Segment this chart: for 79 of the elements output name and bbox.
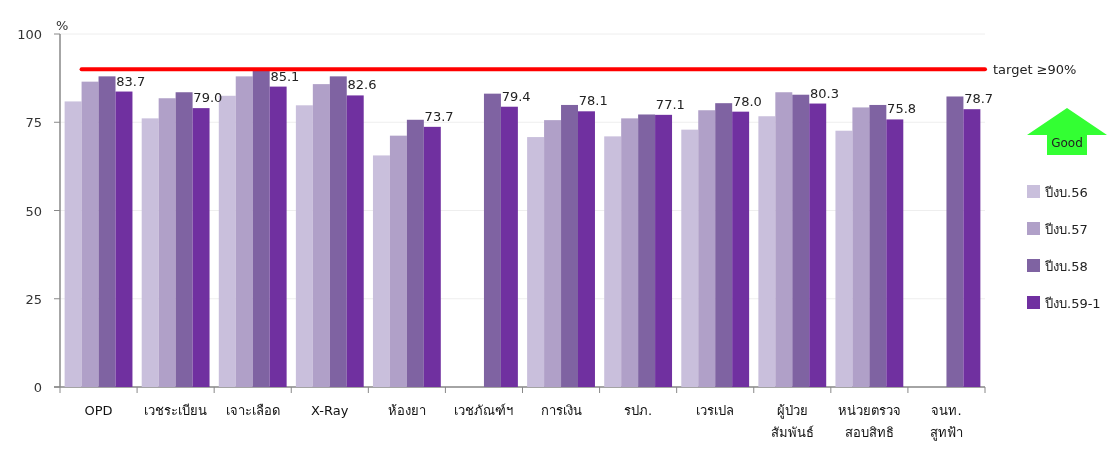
bar [561, 104, 578, 387]
data-label: 75.8 [887, 101, 917, 117]
bar [775, 92, 793, 387]
legend-label: ปีงบ.58 [1044, 259, 1088, 274]
y-tick-label: 75 [25, 115, 42, 131]
bar [64, 101, 82, 387]
y-axis-title: % [56, 18, 69, 33]
data-label: 80.3 [810, 85, 839, 101]
bar [544, 120, 562, 387]
bar [175, 92, 193, 387]
y-tick-label: 0 [33, 380, 42, 395]
x-tick-label: หน่วยตรวจ สอบสิทธิ [837, 403, 901, 440]
bar [869, 104, 887, 387]
bar [946, 96, 964, 387]
bar [758, 116, 776, 387]
bar [141, 118, 159, 387]
data-label: 79.4 [501, 88, 531, 104]
x-tick-label: เวชภัณฑ์ฯ [454, 403, 514, 418]
y-tick-label: 50 [25, 203, 42, 219]
data-label: 77.1 [655, 96, 685, 112]
bar [312, 84, 330, 387]
bar [346, 95, 364, 387]
bar [715, 103, 733, 387]
y-tick-label: 25 [25, 291, 42, 307]
data-label: 78.0 [732, 93, 762, 109]
bar [604, 136, 622, 387]
data-label: 78.7 [964, 91, 994, 107]
bar [295, 105, 313, 387]
legend-label: ปีงบ.56 [1044, 185, 1088, 200]
bar [235, 76, 253, 387]
x-tick-label: เวรเปล [696, 403, 735, 418]
legend-label: ปีงบ.59-1 [1044, 296, 1101, 311]
data-label: 79.0 [193, 90, 223, 106]
y-tick-label: 100 [17, 27, 42, 42]
bar [732, 111, 750, 387]
x-tick-label: OPD [84, 403, 113, 418]
data-label: 85.1 [270, 68, 300, 84]
bar [406, 119, 424, 387]
bar [192, 108, 210, 387]
bar [252, 68, 270, 387]
bar [681, 129, 699, 387]
bar [698, 110, 716, 387]
bar [98, 76, 116, 387]
bar [372, 155, 390, 387]
bar [423, 126, 441, 387]
bar [578, 111, 595, 387]
x-tick-label: ห้องยา [387, 403, 426, 418]
bar [158, 98, 176, 387]
bar [852, 107, 870, 387]
bar [638, 114, 656, 387]
bar [115, 91, 133, 387]
data-label: 78.1 [578, 93, 608, 109]
bar [389, 135, 407, 387]
x-tick-label: X-Ray [311, 403, 349, 418]
x-tick-label: เวชระเบียน [144, 403, 208, 418]
bar [329, 76, 347, 387]
bar [621, 118, 639, 387]
bar [269, 86, 287, 387]
x-tick-label: การเงิน [540, 403, 582, 418]
x-tick-label: เจาะเลือด [225, 403, 280, 418]
bar [527, 137, 545, 387]
x-tick-label: รปภ. [624, 403, 653, 418]
text: Good [1051, 136, 1083, 150]
data-label: 82.6 [347, 77, 377, 93]
bar [81, 81, 99, 387]
data-label: 73.7 [424, 108, 454, 124]
bar [809, 103, 827, 387]
bar [483, 93, 501, 387]
bar [963, 109, 981, 387]
ref-line-label: target ≥90% [993, 62, 1077, 78]
x-tick-label: จนท. สูทฟ้า [929, 403, 963, 441]
bar [835, 130, 853, 387]
bar [886, 119, 904, 387]
legend-label: ปีงบ.57 [1044, 222, 1088, 237]
bar [792, 94, 810, 387]
bar [500, 106, 518, 387]
data-label: 83.7 [116, 73, 146, 89]
bar [655, 114, 673, 387]
x-tick-label: ผู้ป่วย สัมพันธ์ [770, 403, 814, 440]
